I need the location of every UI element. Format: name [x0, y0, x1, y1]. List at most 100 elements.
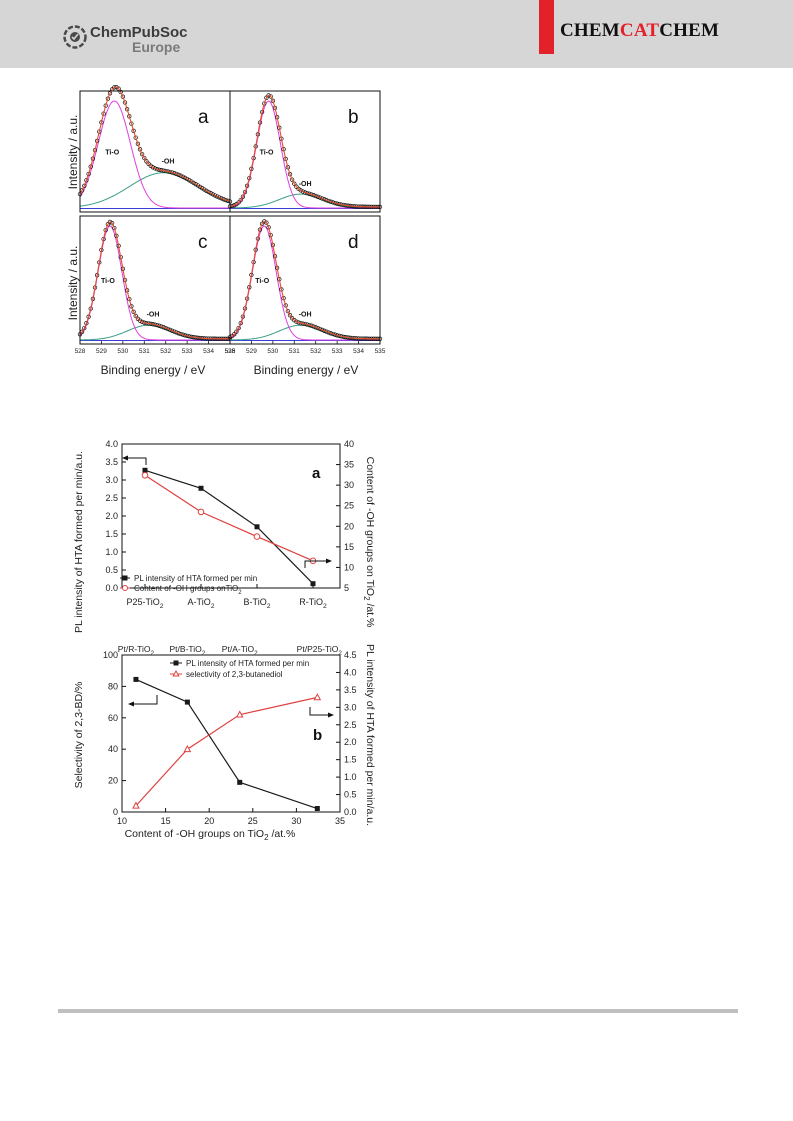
chart-b-top-label: Pt/R-TiO2: [118, 644, 155, 657]
xps-x-label-left: Binding energy / eV: [101, 363, 206, 377]
chart-b-legend-marker-1: [173, 660, 179, 666]
xps-data-point: [206, 189, 211, 195]
xps-panel-b: b Ti-O -OH: [227, 90, 383, 213]
chart-b-x-tick-label: 30: [291, 816, 301, 826]
xps-data-point: [204, 188, 209, 193]
chart-b-right-tick-label: 2.0: [344, 737, 357, 747]
xps-data-point: [107, 219, 113, 225]
selectivity-chart: Selectivity of 2,3-BD/% PL intensity of …: [73, 644, 376, 842]
xps-data-point: [238, 320, 243, 326]
xps-data-point: [232, 332, 237, 337]
chart-b-series-line: [135, 678, 318, 810]
xps-data-point: [176, 172, 181, 177]
chart-b-right-tick-label: 1.0: [344, 772, 357, 782]
chart-b-x-tick-label: 20: [204, 816, 214, 826]
chart-b-point: [184, 699, 190, 705]
xps-data-point: [169, 328, 175, 333]
chart-b-x-axis-label: Content of -OH groups on TiO2 /at.%: [125, 828, 296, 842]
chart-a-point: [142, 467, 148, 473]
chart-b-point: [133, 676, 139, 682]
xps-oh-label: -OH: [299, 181, 312, 188]
xps-data-point: [199, 186, 205, 191]
chart-a-left-tick-label: 1.5: [105, 529, 118, 539]
chart-a-point: [141, 471, 149, 479]
chart-b-right-tick-label: 3.0: [344, 702, 357, 712]
chart-a-legend-label-1: PL intensity of HTA formed per min: [134, 574, 257, 583]
chart-b-left-tick-label: 100: [103, 650, 118, 660]
xps-data-point: [283, 303, 288, 308]
xps-data-point: [287, 172, 293, 177]
xps-x-tick-label: 535: [225, 348, 236, 355]
xps-data-point: [319, 327, 325, 333]
logo-text-chempubsoc: ChemPubSoc: [90, 24, 188, 41]
chart-b-right-tick-label: 4.0: [344, 667, 357, 677]
chart-b-left-arrow-head: [128, 701, 134, 707]
xps-data-point: [238, 197, 243, 203]
journal-title-part3: CHEM: [659, 20, 720, 41]
journal-title-part2: CAT: [619, 20, 660, 41]
xps-data-point: [174, 171, 179, 177]
chart-b-top-label: Pt/P25-TiO2: [297, 644, 343, 657]
chart-b-point: [132, 801, 140, 809]
xps-data-point: [315, 325, 321, 331]
xps-panel-letter: a: [198, 107, 209, 128]
chart-b-right-tick-label: 3.5: [344, 685, 357, 695]
xps-panel-letter: d: [348, 232, 359, 253]
xps-data-point: [174, 330, 179, 335]
journal-title: CHEMCATCHEM: [560, 20, 719, 42]
xps-panel-c: c Ti-O -OH 528 529 530 531 532 533 534 535: [75, 215, 236, 355]
xps-fit-envelope: [79, 221, 230, 340]
xps-data-point: [82, 183, 87, 188]
xps-x-tick-label: 528: [225, 348, 236, 355]
xps-x-tick-label: 534: [353, 348, 364, 355]
xps-data-point: [150, 165, 156, 170]
chart-b-right-tick-label: 0.5: [344, 790, 357, 800]
chempubsoc-emblem-icon: [63, 25, 87, 49]
xps-data-point: [309, 192, 314, 197]
xps-data-point: [313, 325, 318, 330]
xps-data-point: [84, 178, 89, 183]
chart-b-left-tick-label: 80: [108, 681, 118, 691]
xps-data-point: [122, 100, 128, 105]
chart-a-category-label: A-TiO2: [188, 597, 215, 610]
chart-b-left-tick-label: 0: [113, 807, 118, 817]
chart-a-left-tick-label: 2.5: [105, 493, 118, 503]
chart-a-point: [197, 508, 205, 516]
xps-oh-label: -OH: [162, 159, 175, 166]
chart-b-point: [313, 693, 322, 701]
chart-b-series-line: [135, 696, 318, 807]
xps-data-point: [197, 184, 203, 190]
xps-data-point: [208, 191, 213, 196]
xps-data-point: [105, 222, 111, 227]
chart-a-left-arrow-head: [122, 455, 128, 461]
xps-panel-a: a Ti-O -OH: [77, 85, 233, 213]
chart-a-point: [254, 524, 260, 530]
xps-data-point: [180, 174, 186, 179]
xps-data-point: [328, 331, 333, 336]
chart-b-right-tick-label: 1.5: [344, 755, 357, 765]
xps-data-point: [165, 326, 171, 332]
xps-data-point: [163, 325, 168, 331]
chart-a-right-tick-label: 5: [344, 583, 349, 593]
xps-oh-label: -OH: [147, 312, 160, 319]
xps-data-point: [133, 313, 138, 319]
xps-x-label-right: Binding energy / eV: [254, 363, 359, 377]
xps-data-point: [313, 193, 318, 199]
chart-a-left-tick-label: 2.0: [105, 511, 118, 521]
chart-b-x-tick-label: 15: [161, 816, 171, 826]
xps-data-point: [142, 155, 147, 161]
chart-b-x-tick-label: 35: [335, 816, 345, 826]
xps-x-tick-label: 532: [310, 348, 321, 355]
xps-panel-letter: b: [348, 107, 359, 128]
chart-a-plot: 0.0 0.5 1.0 1.5 2.0 2.5 3.0 3.5 4.0 5 10 15 20 25 30 35…: [105, 439, 354, 610]
xps-data-point: [131, 309, 136, 314]
xps-data-point: [187, 178, 192, 183]
chart-a-right-axis-label: Content of -OH groups on TiO2 /at.%: [362, 457, 376, 628]
chart-a-point: [310, 581, 316, 587]
xps-x-tick-label: 534: [203, 348, 214, 355]
xps-data-point: [161, 325, 166, 330]
chart-a-left-tick-label: 3.5: [105, 457, 118, 467]
xps-data-point: [322, 328, 327, 333]
chart-a-frame: [121, 443, 341, 589]
xps-data-point: [176, 331, 181, 336]
